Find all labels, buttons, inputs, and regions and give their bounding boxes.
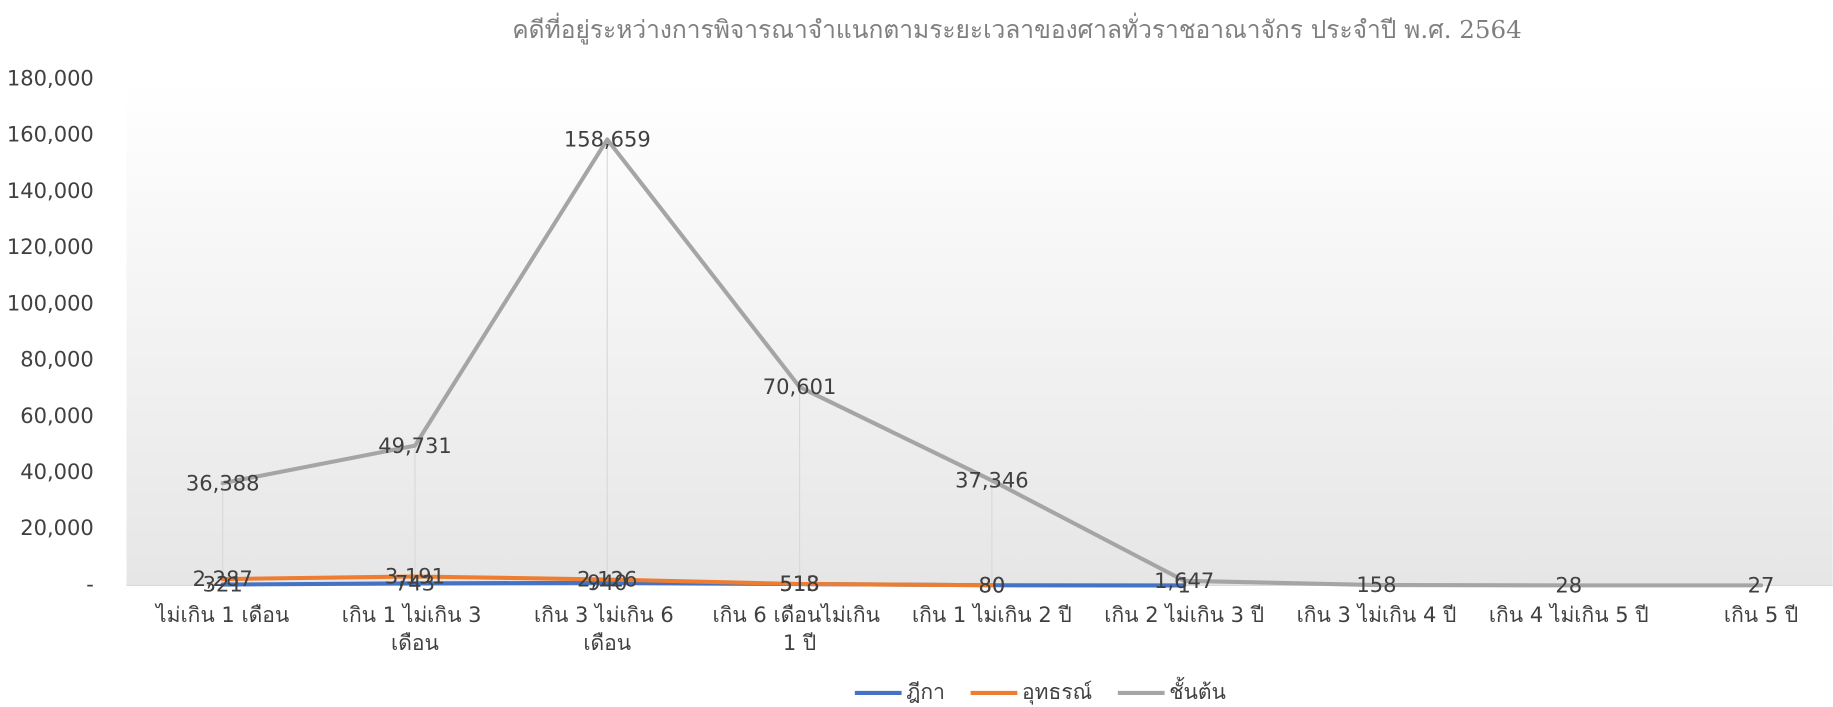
x-tick-label: เกิน 4 ไม่เกิน 5 ปี: [1489, 602, 1649, 627]
y-tick-label: 80,000: [20, 347, 94, 372]
y-tick-label: 40,000: [20, 459, 94, 484]
data-label: 49,731: [378, 433, 452, 458]
data-label: 37,346: [955, 468, 1029, 493]
series-line: [220, 574, 994, 588]
y-tick-label: -: [86, 571, 94, 596]
x-tick-label: เกิน 3 ไม่เกิน 6 เดือน: [534, 602, 680, 655]
y-tick-label: 60,000: [20, 403, 94, 428]
plot-area: [126, 79, 1833, 586]
data-label: 743: [395, 571, 435, 596]
data-label: 3,191: [385, 564, 445, 589]
y-tick-label: 180,000: [7, 65, 94, 90]
x-tick-label: เกิน 5 ปี: [1724, 602, 1798, 627]
data-label: 513: [780, 571, 820, 596]
data-label: 27: [1748, 573, 1775, 598]
x-tick-label: ไม่เกิน 1 เดือน: [154, 602, 289, 627]
series-line: [220, 137, 1764, 588]
legend-label: ชั้นต้น: [1169, 677, 1226, 704]
x-tick-label: เกิน 1 ไม่เกิน 2 ปี: [912, 602, 1072, 627]
data-label: 80: [978, 572, 1005, 597]
data-label: 70,601: [763, 374, 837, 399]
legend: ฎีกา อุทธรณ์ ชั้นต้น: [854, 677, 1226, 705]
x-tick-label: เกิน 3 ไม่เกิน 4 ปี: [1297, 602, 1457, 627]
legend-label: อุทธรณ์: [1022, 679, 1092, 705]
data-label: 28: [1555, 573, 1582, 598]
data-label: 940: [587, 570, 627, 595]
data-label: 1: [1177, 573, 1190, 598]
data-label: 80: [978, 572, 1005, 597]
x-tick-label: เกิน 2 ไม่เกิน 3 ปี: [1104, 602, 1264, 627]
data-label: 518: [780, 571, 820, 596]
x-tick-label: เกิน 1 ไม่เกิน 3 เดือน: [342, 602, 488, 655]
y-tick-label: 160,000: [7, 122, 94, 147]
data-label: 158,659: [564, 127, 651, 152]
y-tick-label: 100,000: [7, 290, 94, 315]
x-tick-label: เกิน 6 เดือนไม่เกิน 1 ปี: [712, 602, 886, 655]
data-label: 158: [1356, 572, 1396, 597]
data-label: 2,126: [577, 567, 637, 592]
legend-label: ฎีกา: [906, 679, 945, 704]
data-label: 2,287: [193, 566, 253, 591]
chart-title: คดีที่อยู่ระหว่างการพิจารณาจำแนกตามระยะเ…: [512, 12, 1521, 45]
data-label: 1,647: [1154, 568, 1214, 593]
y-tick-label: 20,000: [20, 515, 94, 540]
y-tick-label: 120,000: [7, 234, 94, 259]
data-label: 36,388: [186, 470, 260, 495]
data-label: 321: [203, 572, 243, 597]
y-tick-label: 140,000: [7, 178, 94, 203]
